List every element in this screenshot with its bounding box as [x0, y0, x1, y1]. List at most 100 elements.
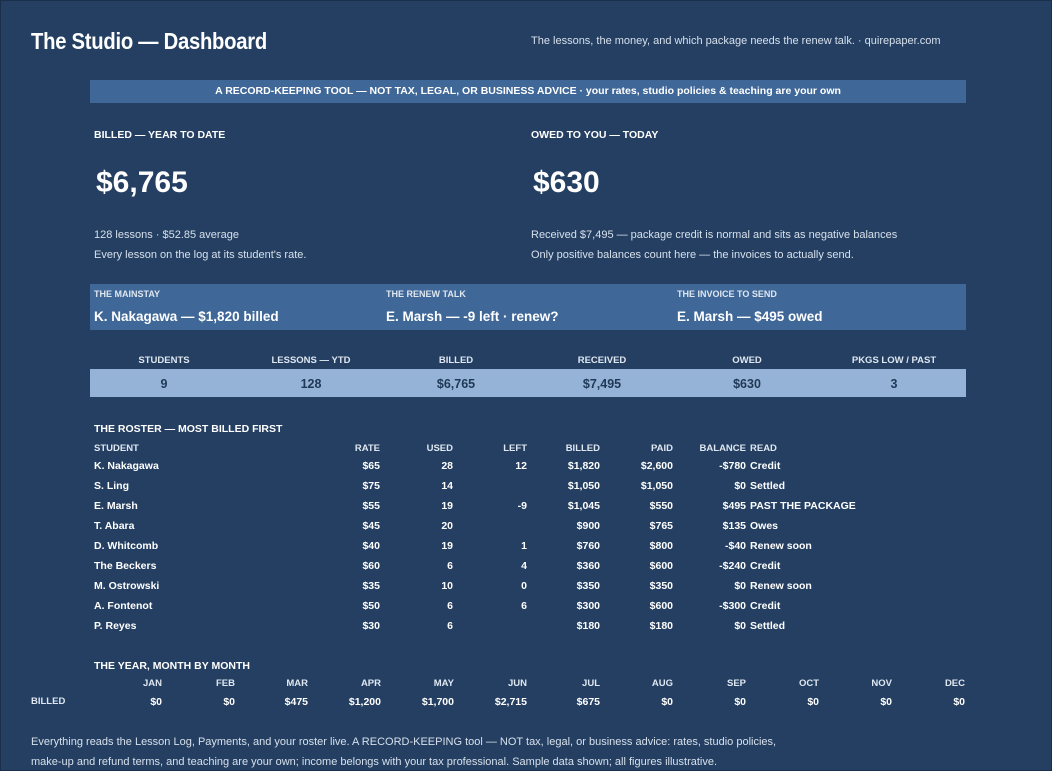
billed-ytd-note: 128 lessons · $52.85 average	[94, 229, 239, 241]
roster-cell-student: P. Reyes	[94, 620, 137, 632]
roster-cell-paid: $1,050	[640, 480, 673, 492]
page-title: The Studio — Dashboard	[31, 28, 267, 54]
stat-label-students: STUDENTS	[138, 355, 190, 366]
roster-cell-rate: $55	[362, 500, 380, 512]
roster-cell-left: 0	[521, 580, 527, 592]
stats-bar	[90, 369, 966, 397]
owed-today-note: Received $7,495 — package credit is norm…	[531, 229, 898, 241]
roster-cell-rate: $65	[362, 460, 380, 472]
roster-header-billed: BILLED	[565, 443, 600, 454]
roster-header-student: STUDENT	[94, 443, 139, 454]
roster-cell-balance: -$240	[719, 560, 746, 572]
roster-cell-billed: $360	[576, 560, 600, 572]
roster-cell-student: E. Marsh	[94, 500, 138, 512]
month-label-jul: JUL	[582, 678, 600, 689]
roster-cell-billed: $180	[576, 620, 600, 632]
roster-cell-balance: $0	[734, 580, 746, 592]
roster-cell-used: 14	[441, 480, 453, 492]
roster-header-balance: BALANCE	[699, 443, 746, 454]
callout-label: THE INVOICE TO SEND	[677, 289, 777, 299]
roster-cell-paid: $600	[649, 560, 673, 572]
roster-cell-used: 10	[441, 580, 453, 592]
roster-cell-student: A. Fontenot	[94, 600, 153, 612]
roster-cell-billed: $1,045	[567, 500, 600, 512]
month-value-jul: $675	[576, 696, 600, 708]
monthly-title: THE YEAR, MONTH BY MONTH	[94, 660, 250, 672]
roster-cell-balance: -$300	[719, 600, 746, 612]
stat-label-billed: BILLED	[438, 355, 474, 366]
month-value-sep: $0	[734, 696, 746, 708]
roster-cell-billed: $900	[576, 520, 600, 532]
roster-cell-balance: -$780	[719, 460, 746, 472]
roster-cell-read: Credit	[750, 600, 781, 612]
roster-cell-read: Credit	[750, 460, 781, 472]
roster-cell-used: 19	[441, 500, 453, 512]
month-label-feb: FEB	[216, 678, 235, 689]
roster-cell-rate: $50	[362, 600, 380, 612]
month-label-sep: SEP	[726, 678, 746, 689]
month-label-dec: DEC	[944, 678, 965, 689]
billed-ytd-value: $6,765	[96, 166, 188, 199]
month-label-apr: APR	[360, 678, 381, 689]
roster-cell-rate: $60	[362, 560, 380, 572]
owed-today-value: $630	[533, 166, 600, 199]
roster-cell-paid: $180	[649, 620, 673, 632]
roster-cell-read: Settled	[750, 620, 786, 632]
roster-cell-student: D. Whitcomb	[94, 540, 159, 552]
month-value-jun: $2,715	[494, 696, 527, 708]
callout-panel: THE MAINSTAY K. Nakagawa — $1,820 billed…	[90, 284, 966, 330]
roster-cell-read: Renew soon	[750, 540, 812, 552]
roster-cell-balance: $135	[722, 520, 746, 532]
stat-value-received: $7,495	[582, 377, 622, 391]
month-value-dec: $0	[953, 696, 965, 708]
stat-value-pkgs: 3	[890, 377, 898, 391]
roster-cell-billed: $760	[576, 540, 600, 552]
roster-cell-rate: $75	[362, 480, 380, 492]
roster-cell-left: 6	[521, 600, 527, 612]
callout-value: E. Marsh — -9 left · renew?	[386, 309, 559, 324]
stat-value-billed: $6,765	[436, 377, 476, 391]
roster-cell-used: 6	[447, 560, 453, 572]
roster-title: THE ROSTER — MOST BILLED FIRST	[94, 423, 283, 435]
roster-cell-billed: $350	[576, 580, 600, 592]
roster-cell-left: 12	[515, 460, 527, 472]
month-value-jan: $0	[150, 696, 162, 708]
roster-cell-paid: $800	[649, 540, 673, 552]
month-label-mar: MAR	[286, 678, 308, 689]
roster-cell-used: 6	[447, 600, 453, 612]
roster-cell-rate: $30	[362, 620, 380, 632]
stat-label-received: RECEIVED	[577, 355, 627, 366]
callout-label: THE MAINSTAY	[94, 289, 161, 299]
roster-cell-left: 1	[521, 540, 527, 552]
roster-cell-paid: $765	[649, 520, 673, 532]
callout-value: K. Nakagawa — $1,820 billed	[94, 309, 279, 324]
roster-cell-billed: $1,820	[567, 460, 600, 472]
month-value-feb: $0	[223, 696, 235, 708]
roster-header-left: LEFT	[503, 443, 527, 454]
roster-cell-student: K. Nakagawa	[94, 460, 159, 472]
month-label-jan: JAN	[142, 678, 162, 689]
page-tagline: The lessons, the money, and which packag…	[531, 35, 941, 47]
roster-cell-rate: $35	[362, 580, 380, 592]
roster-cell-left: 4	[521, 560, 527, 572]
roster-cell-billed: $300	[576, 600, 600, 612]
roster-cell-student: T. Abara	[94, 520, 135, 532]
stat-label-lessons: LESSONS — YTD	[271, 355, 351, 366]
callout-value: E. Marsh — $495 owed	[677, 309, 823, 324]
disclaimer-banner: A RECORD-KEEPING TOOL — NOT TAX, LEGAL, …	[90, 80, 966, 103]
roster-header-read: READ	[750, 443, 777, 454]
stat-value-lessons: 128	[300, 377, 322, 391]
roster-cell-billed: $1,050	[567, 480, 600, 492]
roster-cell-used: 20	[441, 520, 453, 532]
stat-label-pkgs: PKGS LOW / PAST	[851, 355, 937, 366]
roster-cell-balance: $0	[734, 480, 746, 492]
stat-value-students: 9	[160, 377, 168, 391]
roster-cell-balance: $0	[734, 620, 746, 632]
footer-note: Everything reads the Lesson Log, Payment…	[31, 736, 777, 748]
roster-header-rate: RATE	[354, 443, 380, 454]
footer-note: make-up and refund terms, and teaching a…	[31, 756, 718, 768]
roster-cell-left: -9	[517, 500, 527, 512]
monthly-row-label: BILLED	[31, 696, 66, 707]
month-label-may: MAY	[433, 678, 454, 689]
month-value-may: $1,700	[421, 696, 454, 708]
